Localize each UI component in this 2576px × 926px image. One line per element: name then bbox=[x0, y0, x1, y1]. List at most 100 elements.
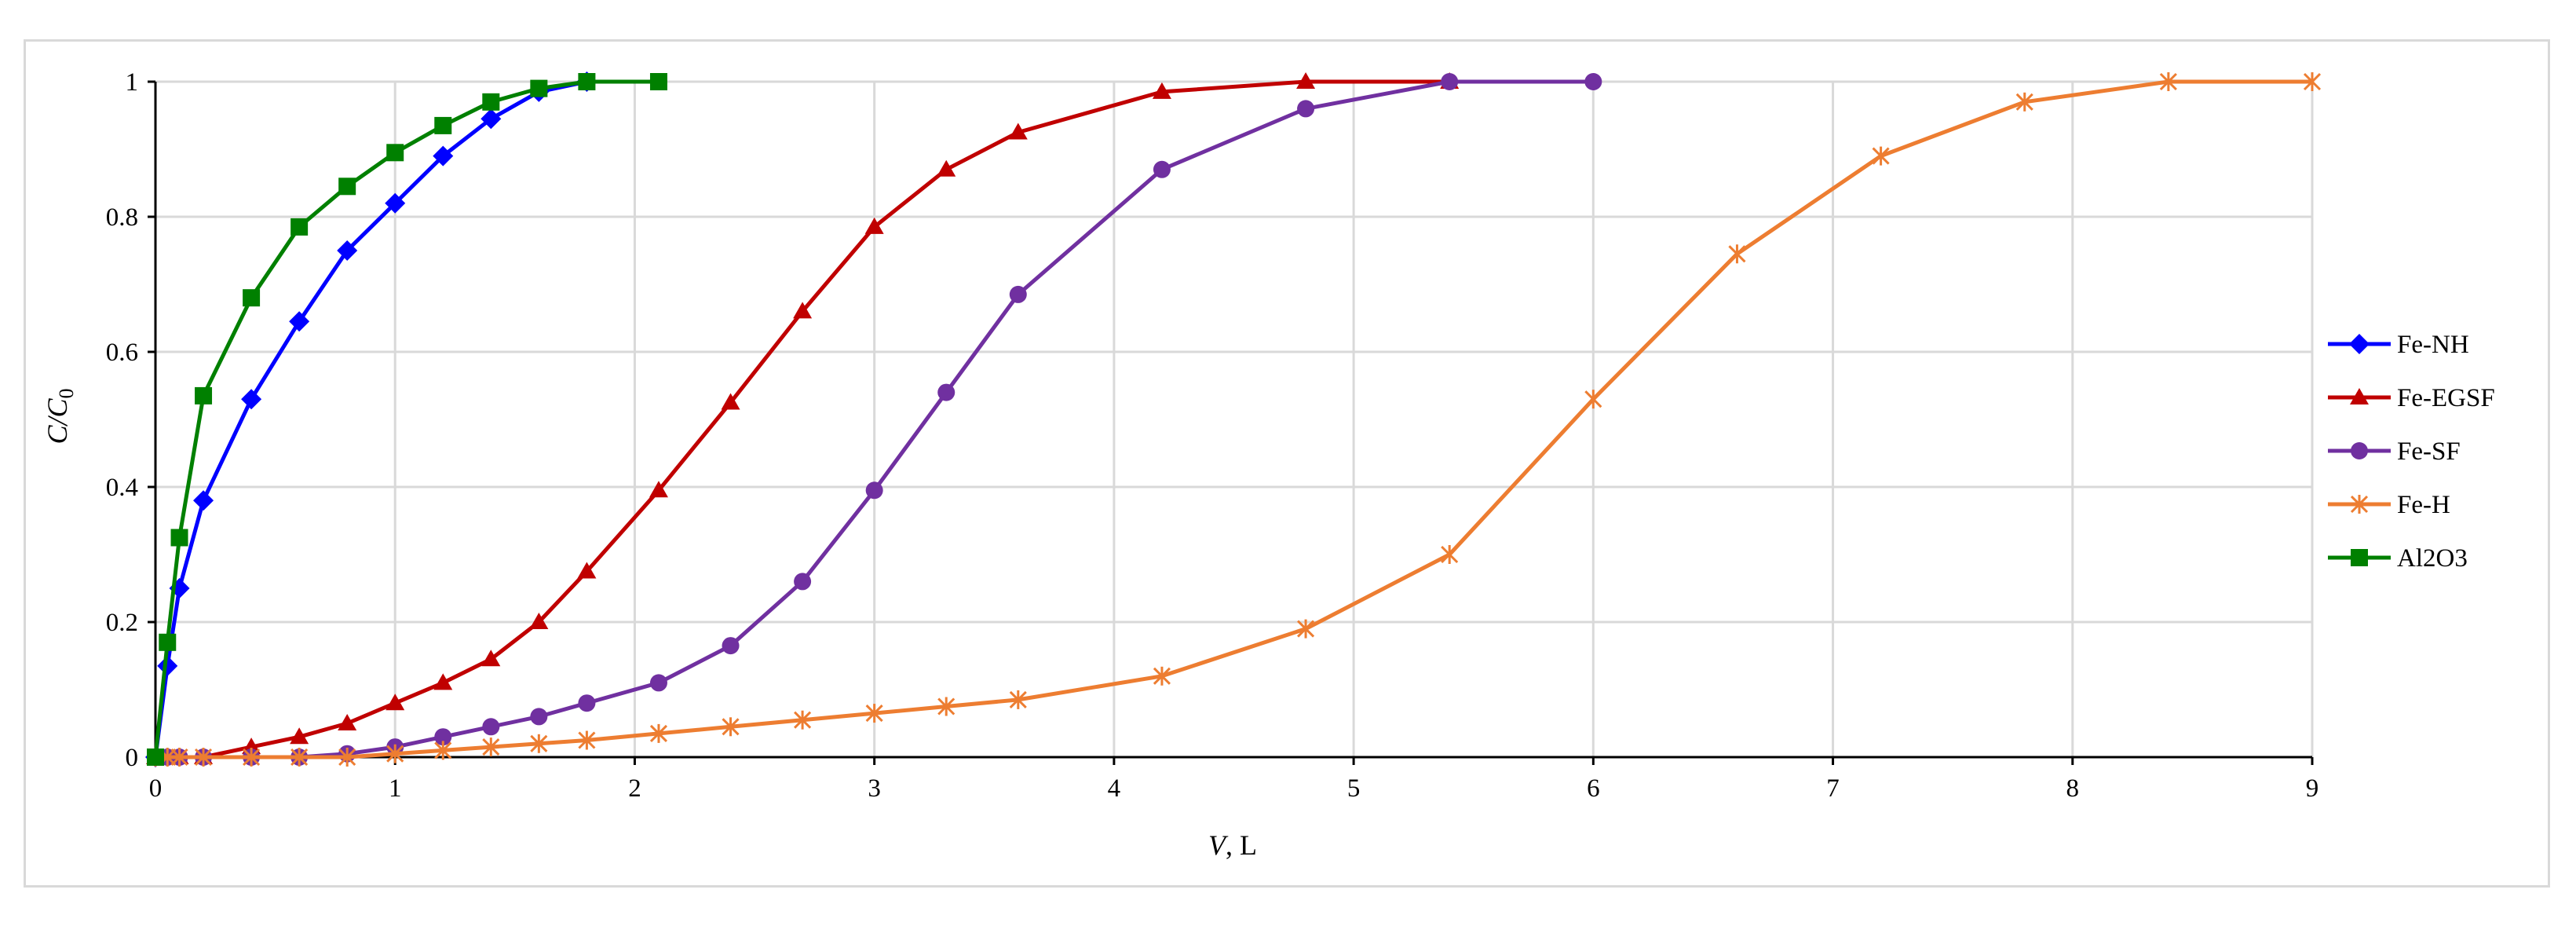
legend-label: Fe-SF bbox=[2397, 437, 2461, 466]
x-tick-label: 3 bbox=[868, 774, 881, 803]
data-point-al2o3 bbox=[578, 73, 596, 90]
data-point-fe-h bbox=[386, 744, 404, 763]
data-point-fe-egsf bbox=[1008, 123, 1028, 140]
legend: Fe-NH Fe-EGSF Fe-SF Fe-H Al2O3 bbox=[2328, 331, 2495, 573]
legend-label: Fe-NH bbox=[2397, 331, 2469, 359]
y-tick-label: 0 bbox=[126, 744, 139, 772]
legend-label: Al2O3 bbox=[2397, 544, 2468, 573]
data-point-fe-h bbox=[865, 704, 883, 723]
data-point-fe-egsf bbox=[577, 562, 597, 579]
data-point-fe-egsf bbox=[793, 302, 813, 319]
x-tick-label: 6 bbox=[1587, 774, 1600, 803]
legend-item-fe-sf: Fe-SF bbox=[2328, 437, 2461, 466]
data-point-fe-sf bbox=[1153, 160, 1171, 178]
data-point-fe-sf bbox=[794, 573, 812, 591]
data-point-fe-egsf bbox=[649, 481, 668, 498]
grid-lines bbox=[155, 80, 2314, 757]
data-point-fe-h bbox=[2015, 92, 2033, 112]
legend-marker bbox=[2351, 442, 2368, 459]
data-point-fe-egsf bbox=[290, 727, 309, 745]
data-point-fe-egsf bbox=[481, 650, 501, 667]
data-point-fe-h bbox=[530, 734, 548, 753]
data-point-al2o3 bbox=[649, 73, 667, 90]
data-point-fe-h bbox=[1441, 545, 1459, 564]
data-point-fe-h bbox=[2303, 72, 2322, 91]
data-point-fe-sf bbox=[530, 708, 548, 726]
y-tick-label: 0.8 bbox=[106, 203, 138, 232]
y-axis-title-main: C/C bbox=[42, 398, 73, 445]
legend-label: Fe-EGSF bbox=[2397, 384, 2495, 412]
data-point-fe-h bbox=[1297, 619, 1315, 639]
data-point-fe-egsf bbox=[433, 673, 453, 690]
data-point-fe-h bbox=[794, 710, 812, 730]
data-point-al2o3 bbox=[170, 529, 188, 547]
x-axis-title-unit: , L bbox=[1226, 829, 1257, 861]
data-point-fe-nh bbox=[337, 240, 358, 261]
data-point-fe-egsf bbox=[529, 613, 549, 629]
data-point-fe-h bbox=[434, 741, 452, 760]
x-tick-label: 4 bbox=[1108, 774, 1121, 803]
data-point-fe-h bbox=[1584, 390, 1602, 409]
legend-marker bbox=[2350, 495, 2369, 514]
y-axis-title: C/C0 bbox=[42, 388, 78, 444]
data-point-fe-h bbox=[1728, 244, 1746, 264]
y-tick-label: 0.6 bbox=[106, 339, 138, 367]
series-line-al2o3 bbox=[153, 79, 659, 758]
data-point-fe-h bbox=[1872, 146, 1890, 166]
data-point-fe-egsf bbox=[721, 393, 740, 410]
data-point-al2o3 bbox=[434, 116, 452, 134]
data-point-al2o3 bbox=[147, 748, 164, 766]
x-axis-title: V, L bbox=[1208, 829, 1257, 861]
data-point-fe-egsf bbox=[937, 159, 956, 177]
legend-item-fe-nh: Fe-NH bbox=[2328, 331, 2469, 359]
data-point-fe-sf bbox=[937, 383, 955, 401]
data-point-al2o3 bbox=[482, 93, 500, 111]
data-point-fe-h bbox=[482, 738, 500, 757]
data-point-fe-h bbox=[1153, 666, 1171, 686]
data-point-fe-nh bbox=[289, 311, 310, 332]
series-al2o3 bbox=[147, 73, 667, 766]
series-fe-nh bbox=[145, 71, 597, 767]
data-point-al2o3 bbox=[195, 386, 213, 404]
legend-item-al2o3: Al2O3 bbox=[2328, 544, 2468, 573]
legend-marker bbox=[2351, 549, 2368, 566]
y-tick-label: 1 bbox=[126, 68, 139, 97]
series-line-fe-nh bbox=[153, 79, 587, 758]
data-point-fe-sf bbox=[722, 637, 740, 655]
data-point-al2o3 bbox=[530, 79, 548, 97]
x-tick-label: 1 bbox=[389, 774, 402, 803]
x-tick-label: 2 bbox=[628, 774, 641, 803]
data-point-al2o3 bbox=[338, 178, 356, 196]
data-point-fe-nh bbox=[480, 108, 502, 130]
series-fe-egsf bbox=[146, 72, 1460, 764]
data-point-fe-egsf bbox=[338, 714, 357, 730]
y-tick-label: 0.4 bbox=[106, 474, 138, 502]
legend-item-fe-egsf: Fe-EGSF bbox=[2328, 384, 2495, 412]
data-point-al2o3 bbox=[159, 633, 177, 651]
data-point-al2o3 bbox=[243, 289, 261, 307]
axes bbox=[148, 80, 2314, 765]
data-point-fe-sf bbox=[865, 481, 883, 500]
y-axis-title-subscript: 0 bbox=[55, 388, 78, 398]
data-point-fe-egsf bbox=[385, 694, 405, 711]
data-point-fe-sf bbox=[649, 674, 667, 692]
data-point-al2o3 bbox=[386, 144, 404, 162]
data-point-al2o3 bbox=[290, 218, 309, 236]
data-point-fe-nh bbox=[157, 655, 178, 676]
x-tick-label: 5 bbox=[1347, 774, 1361, 803]
data-point-fe-egsf bbox=[1296, 72, 1316, 89]
chart-frame bbox=[24, 39, 2550, 888]
legend-marker bbox=[2349, 334, 2370, 354]
data-point-fe-h bbox=[170, 748, 188, 767]
series-lines bbox=[145, 71, 2322, 767]
data-point-fe-h bbox=[722, 717, 740, 737]
x-tick-label: 7 bbox=[1826, 774, 1840, 803]
legend-label: Fe-H bbox=[2397, 491, 2450, 519]
data-point-fe-h bbox=[243, 748, 261, 767]
series-line-fe-h bbox=[155, 79, 2312, 759]
data-point-fe-sf bbox=[1441, 73, 1459, 90]
legend-item-fe-h: Fe-H bbox=[2328, 491, 2450, 519]
data-point-fe-nh bbox=[241, 389, 262, 410]
data-point-fe-nh bbox=[385, 192, 406, 214]
